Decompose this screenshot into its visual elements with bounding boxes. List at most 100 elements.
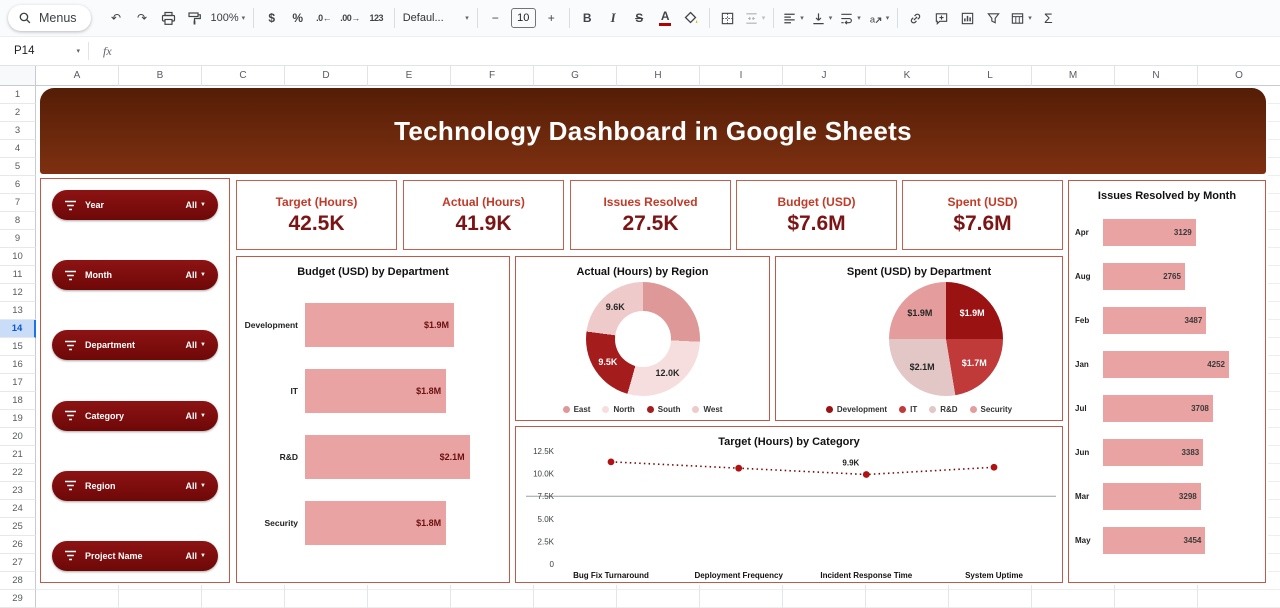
row-header-4[interactable]: 4: [0, 140, 36, 158]
slicer-value-dropdown[interactable]: All ▼: [185, 410, 206, 421]
budget-by-department-chart[interactable]: Budget (USD) by Department Development $1…: [236, 256, 510, 583]
column-header-O[interactable]: O: [1198, 66, 1280, 86]
row-header-22[interactable]: 22: [0, 464, 36, 482]
text-wrap-button[interactable]: ▾: [836, 5, 864, 31]
column-header-B[interactable]: B: [119, 66, 202, 86]
column-header-K[interactable]: K: [866, 66, 949, 86]
slicer-value-dropdown[interactable]: All ▼: [185, 270, 206, 281]
row-header-26[interactable]: 26: [0, 536, 36, 554]
format-currency-button[interactable]: $: [259, 5, 284, 31]
column-header-L[interactable]: L: [949, 66, 1032, 86]
insert-link-button[interactable]: [903, 5, 928, 31]
slicer-region[interactable]: Region All ▼: [52, 470, 218, 501]
decrease-decimal-button[interactable]: .0←: [311, 5, 336, 31]
decrease-font-size-button[interactable]: −: [483, 5, 508, 31]
horizontal-align-button[interactable]: ▾: [779, 5, 807, 31]
row-header-23[interactable]: 23: [0, 482, 36, 500]
row-header-19[interactable]: 19: [0, 410, 36, 428]
kpi-card-issues-resolved[interactable]: Issues Resolved 27.5K: [570, 180, 731, 250]
slicer-category[interactable]: Category All ▼: [52, 400, 218, 431]
slicer-value-dropdown[interactable]: All ▼: [185, 200, 206, 210]
text-color-button[interactable]: A: [653, 5, 678, 31]
row-header-14[interactable]: 14: [0, 320, 36, 338]
slicer-month[interactable]: Month All ▼: [52, 260, 218, 291]
row-header-25[interactable]: 25: [0, 518, 36, 536]
row-header-6[interactable]: 6: [0, 176, 36, 194]
actual-by-region-chart[interactable]: Actual (Hours) by Region East North South W…: [515, 256, 770, 421]
slicer-value-dropdown[interactable]: All ▼: [185, 550, 206, 561]
column-header-C[interactable]: C: [202, 66, 285, 86]
strikethrough-button[interactable]: S: [627, 5, 652, 31]
sheet-canvas[interactable]: Technology Dashboard in Google Sheets Ye…: [36, 86, 1280, 608]
zoom-control[interactable]: 100% ▾: [208, 5, 249, 31]
row-header-27[interactable]: 27: [0, 554, 36, 572]
column-header-A[interactable]: A: [36, 66, 119, 86]
create-filter-button[interactable]: [981, 5, 1006, 31]
table-views-button[interactable]: ▾: [1007, 5, 1035, 31]
spent-by-department-chart[interactable]: Spent (USD) by Department Development IT R…: [775, 256, 1063, 421]
kpi-card-spent-usd[interactable]: Spent (USD) $7.6M: [902, 180, 1063, 250]
increase-decimal-button[interactable]: .00→: [337, 5, 363, 31]
slicer-value-dropdown[interactable]: All ▼: [185, 340, 206, 351]
row-header-7[interactable]: 7: [0, 194, 36, 212]
column-header-M[interactable]: M: [1032, 66, 1115, 86]
name-box[interactable]: P14 ▾: [0, 45, 88, 57]
fill-color-button[interactable]: [679, 5, 704, 31]
name-box-dropdown-icon[interactable]: ▾: [76, 48, 80, 55]
menus-button[interactable]: Menus: [8, 5, 91, 31]
row-header-8[interactable]: 8: [0, 212, 36, 230]
row-header-21[interactable]: 21: [0, 446, 36, 464]
bold-button[interactable]: B: [575, 5, 600, 31]
row-header-2[interactable]: 2: [0, 104, 36, 122]
slicer-project-name[interactable]: Project Name All ▼: [52, 540, 218, 571]
text-rotation-button[interactable]: a ▾: [865, 5, 893, 31]
italic-button[interactable]: I: [601, 5, 626, 31]
row-header-24[interactable]: 24: [0, 500, 36, 518]
functions-button[interactable]: Σ: [1036, 5, 1061, 31]
slicer-year[interactable]: Year All ▼: [52, 190, 218, 220]
slicer-value-dropdown[interactable]: All ▼: [185, 480, 206, 491]
insert-chart-button[interactable]: [955, 5, 980, 31]
issues-by-month-chart[interactable]: Issues Resolved by Month Apr 3129 Aug 2765 F…: [1068, 180, 1266, 583]
row-header-9[interactable]: 9: [0, 230, 36, 248]
row-header-28[interactable]: 28: [0, 572, 36, 590]
row-header-16[interactable]: 16: [0, 356, 36, 374]
row-header-5[interactable]: 5: [0, 158, 36, 176]
undo-button[interactable]: ↶: [104, 5, 129, 31]
kpi-card-target-hours[interactable]: Target (Hours) 42.5K: [236, 180, 397, 250]
row-header-17[interactable]: 17: [0, 374, 36, 392]
row-header-11[interactable]: 11: [0, 266, 36, 284]
column-header-F[interactable]: F: [451, 66, 534, 86]
kpi-card-budget-usd[interactable]: Budget (USD) $7.6M: [736, 180, 897, 250]
row-header-3[interactable]: 3: [0, 122, 36, 140]
increase-font-size-button[interactable]: +: [539, 5, 564, 31]
redo-button[interactable]: ↷: [130, 5, 155, 31]
font-size-input[interactable]: 10: [510, 8, 536, 28]
column-header-J[interactable]: J: [783, 66, 866, 86]
column-header-G[interactable]: G: [534, 66, 617, 86]
column-header-E[interactable]: E: [368, 66, 451, 86]
paint-format-button[interactable]: [182, 5, 207, 31]
format-percent-button[interactable]: %: [285, 5, 310, 31]
kpi-card-actual-hours[interactable]: Actual (Hours) 41.9K: [403, 180, 564, 250]
borders-button[interactable]: [715, 5, 740, 31]
row-header-13[interactable]: 13: [0, 302, 36, 320]
select-all-corner[interactable]: [0, 66, 36, 86]
column-header-I[interactable]: I: [700, 66, 783, 86]
vertical-align-button[interactable]: ▾: [808, 5, 836, 31]
row-header-10[interactable]: 10: [0, 248, 36, 266]
row-header-18[interactable]: 18: [0, 392, 36, 410]
column-header-H[interactable]: H: [617, 66, 700, 86]
column-header-N[interactable]: N: [1115, 66, 1198, 86]
print-button[interactable]: [156, 5, 181, 31]
insert-comment-button[interactable]: [929, 5, 954, 31]
row-header-1[interactable]: 1: [0, 86, 36, 104]
row-header-29[interactable]: 29: [0, 590, 36, 608]
target-by-category-chart[interactable]: Target (Hours) by Category 12.5K 10.0K 7.5…: [515, 426, 1063, 583]
font-family-select[interactable]: Defaul... ▾: [400, 5, 472, 31]
row-header-12[interactable]: 12: [0, 284, 36, 302]
column-header-D[interactable]: D: [285, 66, 368, 86]
row-header-20[interactable]: 20: [0, 428, 36, 446]
row-header-15[interactable]: 15: [0, 338, 36, 356]
more-formats-button[interactable]: 123: [364, 5, 389, 31]
